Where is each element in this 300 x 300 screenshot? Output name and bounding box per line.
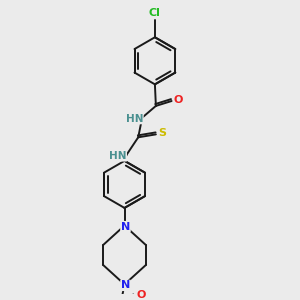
Text: O: O: [136, 290, 146, 300]
Text: HN: HN: [109, 151, 126, 161]
Text: N: N: [121, 280, 130, 290]
Text: O: O: [174, 95, 183, 105]
Text: S: S: [159, 128, 167, 138]
Text: HN: HN: [126, 114, 143, 124]
Text: N: N: [121, 222, 130, 232]
Text: Cl: Cl: [149, 8, 161, 18]
